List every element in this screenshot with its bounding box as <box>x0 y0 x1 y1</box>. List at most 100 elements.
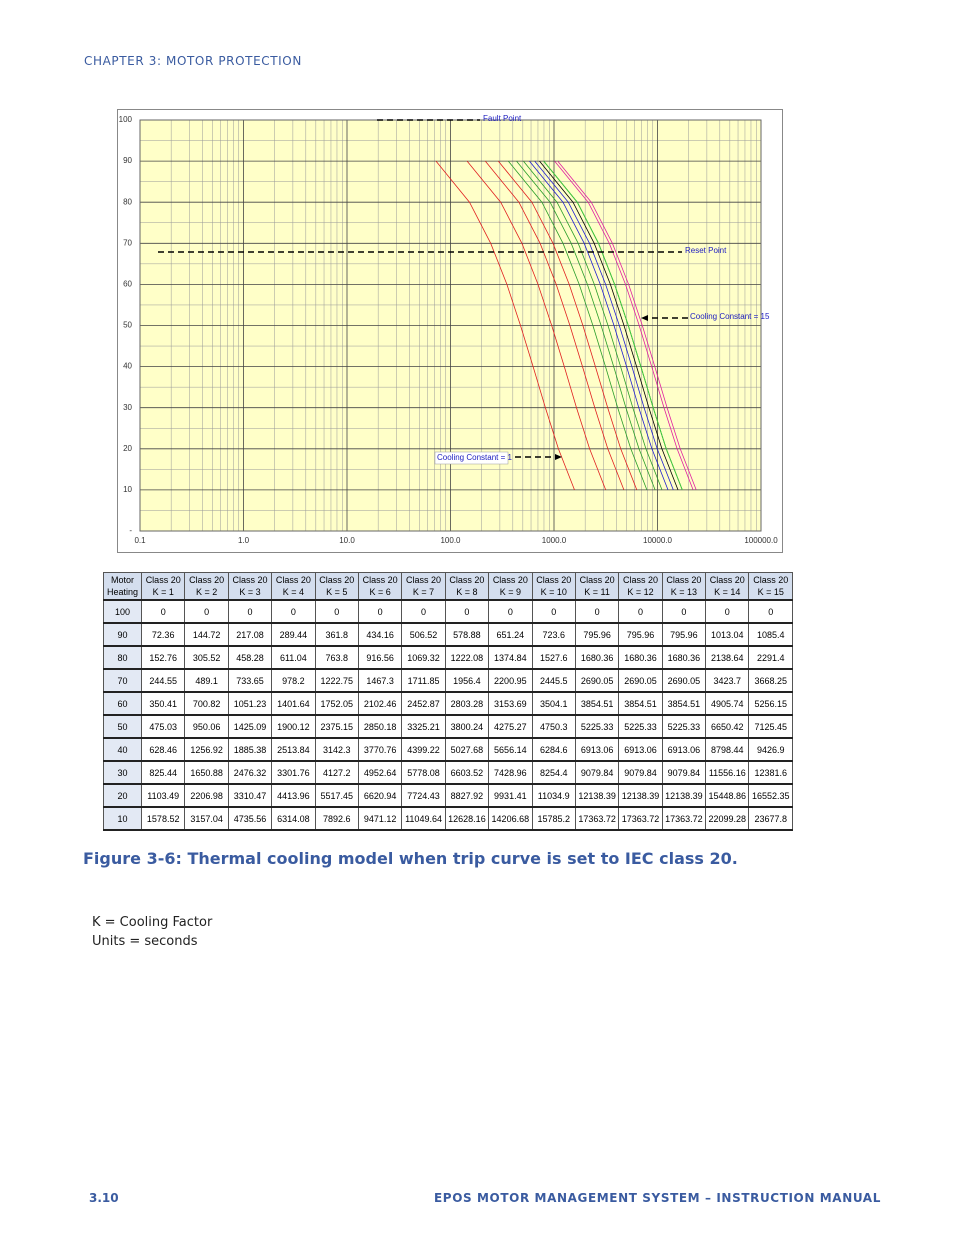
time-cell: 0 <box>618 599 663 624</box>
time-cell: 9079.84 <box>574 760 620 785</box>
time-cell: 152.76 <box>140 645 186 670</box>
time-cell: 628.46 <box>140 737 186 762</box>
time-cell: 2206.98 <box>184 783 229 808</box>
time-cell: 1085.4 <box>748 622 793 647</box>
cooling-curve <box>534 160 674 491</box>
table-row: 70 244.55 489.1 733.65 978.2 1222.75 1467.3 171… <box>103 668 793 693</box>
annotation-box <box>434 451 509 465</box>
time-cell: 434.16 <box>357 622 403 647</box>
annotation: Fault Point <box>483 114 522 123</box>
time-cell: 11556.16 <box>705 760 750 785</box>
table-row: 100 0 0 0 0 0 0 0 0 0 0 0 0 0 0 0 <box>103 599 793 624</box>
time-cell: 4275.27 <box>488 714 533 739</box>
time-cell: 978.2 <box>271 668 316 693</box>
time-cell: 6284.6 <box>531 737 576 762</box>
time-cell: 9426.9 <box>748 737 793 762</box>
y-tick-label: 50 <box>123 321 132 330</box>
time-cell: 1222.75 <box>314 668 359 693</box>
table-row: 90 72.36 144.72 217.08 289.44 361.8 434.16 506.… <box>103 622 793 647</box>
time-cell: 3142.3 <box>314 737 359 762</box>
time-cell: 217.08 <box>227 622 273 647</box>
time-cell: 6913.06 <box>661 737 707 762</box>
time-cell: 3325.21 <box>401 714 446 739</box>
cooling-curve <box>484 160 625 491</box>
time-cell: 17363.72 <box>661 806 707 831</box>
y-tick-label: 20 <box>123 444 132 453</box>
time-cell: 2803.28 <box>444 691 490 716</box>
time-cell: 361.8 <box>314 622 359 647</box>
manual-title: EPOS MOTOR MANAGEMENT SYSTEM – INSTRUCTI… <box>434 1191 881 1205</box>
time-cell: 1013.04 <box>705 622 750 647</box>
cooling-curve <box>554 160 694 491</box>
time-cell: 3668.25 <box>748 668 793 693</box>
y-tick-label: 100 <box>119 115 133 124</box>
cooling-curve <box>529 160 669 491</box>
annotation: Cooling Constant = 15 <box>690 312 770 321</box>
table-row: 40 628.46 1256.92 1885.38 2513.84 3142.3 3770.… <box>103 737 793 762</box>
x-tick-label: 0.1 <box>134 536 146 545</box>
time-cell: 72.36 <box>140 622 186 647</box>
cooling-curve <box>497 160 638 491</box>
time-cell: 3301.76 <box>271 760 316 785</box>
y-tick-label: 30 <box>123 403 132 412</box>
time-cell: 3153.69 <box>488 691 533 716</box>
cooling-curve <box>516 160 656 491</box>
time-cell: 4399.22 <box>401 737 446 762</box>
time-cell: 12138.39 <box>574 783 620 808</box>
heating-cell: 80 <box>103 645 142 670</box>
header-cell: Class 20 K = 5 <box>314 572 359 601</box>
time-cell: 3854.51 <box>661 691 707 716</box>
time-cell: 3854.51 <box>574 691 620 716</box>
heating-cell: 60 <box>103 691 142 716</box>
time-cell: 1578.52 <box>140 806 186 831</box>
table-row: 60 350.41 700.82 1051.23 1401.64 1752.05 2102.… <box>103 691 793 716</box>
table-row: 50 475.03 950.06 1425.09 1900.12 2375.15 2850.… <box>103 714 793 739</box>
cooling-curve <box>466 160 607 491</box>
time-cell: 0 <box>531 599 576 624</box>
time-cell: 9931.41 <box>488 783 533 808</box>
annotation: Cooling Constant = 1 <box>437 453 512 462</box>
page-number: 3.10 <box>89 1191 119 1205</box>
header-cell: Class 20 K = 10 <box>531 572 576 601</box>
cooling-curve <box>543 160 683 491</box>
table-row: 30 825.44 1650.88 2476.32 3301.76 4127.2 4952.… <box>103 760 793 785</box>
time-cell: 289.44 <box>271 622 316 647</box>
header-cell: Class 20 K = 3 <box>227 572 273 601</box>
y-tick-label: - <box>129 526 132 535</box>
time-cell: 8798.44 <box>705 737 750 762</box>
time-cell: 9079.84 <box>618 760 663 785</box>
time-cell: 6650.42 <box>705 714 750 739</box>
time-cell: 3157.04 <box>184 806 229 831</box>
time-cell: 7892.6 <box>314 806 359 831</box>
time-cell: 14206.68 <box>488 806 533 831</box>
table-row: 10 1578.52 3157.04 4735.56 6314.08 7892.6 9471… <box>103 806 793 831</box>
time-cell: 763.8 <box>314 645 359 670</box>
time-cell: 17363.72 <box>574 806 620 831</box>
time-cell: 350.41 <box>140 691 186 716</box>
table-row: 80 152.76 305.52 458.28 611.04 763.8 916.56 106… <box>103 645 793 670</box>
time-cell: 795.96 <box>661 622 707 647</box>
time-cell: 1103.49 <box>140 783 186 808</box>
time-cell: 5256.15 <box>748 691 793 716</box>
time-cell: 17363.72 <box>618 806 663 831</box>
y-tick-label: 90 <box>123 156 132 165</box>
table-row: 20 1103.49 2206.98 3310.47 4413.96 5517.45 662… <box>103 783 793 808</box>
time-cell: 1374.84 <box>488 645 533 670</box>
heating-cell: 20 <box>103 783 142 808</box>
heating-cell: 40 <box>103 737 142 762</box>
time-cell: 0 <box>661 599 707 624</box>
time-cell: 1650.88 <box>184 760 229 785</box>
time-cell: 1711.85 <box>401 668 446 693</box>
time-cell: 700.82 <box>184 691 229 716</box>
time-cell: 489.1 <box>184 668 229 693</box>
time-cell: 458.28 <box>227 645 273 670</box>
time-cell: 15785.2 <box>531 806 576 831</box>
time-cell: 651.24 <box>488 622 533 647</box>
time-cell: 6620.94 <box>357 783 403 808</box>
heating-cell: 90 <box>103 622 142 647</box>
time-cell: 0 <box>271 599 316 624</box>
time-cell: 2138.64 <box>705 645 750 670</box>
time-cell: 7428.96 <box>488 760 533 785</box>
time-cell: 0 <box>140 599 186 624</box>
